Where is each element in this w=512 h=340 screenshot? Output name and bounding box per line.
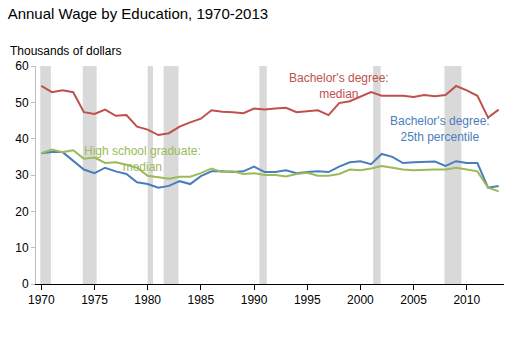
svg-text:2000: 2000: [347, 293, 374, 307]
svg-text:2005: 2005: [400, 293, 427, 307]
svg-text:1995: 1995: [294, 293, 321, 307]
svg-text:30: 30: [15, 168, 29, 182]
svg-text:40: 40: [15, 132, 29, 146]
svg-text:1970: 1970: [28, 293, 55, 307]
svg-text:Bachelor's degree:median: Bachelor's degree:median: [289, 71, 389, 101]
svg-text:Thousands of dollars: Thousands of dollars: [10, 44, 121, 58]
svg-text:10: 10: [15, 241, 29, 255]
svg-text:Bachelor's degree:25th percent: Bachelor's degree:25th percentile: [390, 114, 490, 144]
svg-text:20: 20: [15, 205, 29, 219]
svg-text:1990: 1990: [241, 293, 268, 307]
svg-text:Annual Wage by Education, 1970: Annual Wage by Education, 1970-2013: [8, 5, 268, 22]
svg-text:High school graduate:median: High school graduate:median: [84, 144, 201, 174]
svg-text:2010: 2010: [453, 293, 480, 307]
svg-text:1975: 1975: [81, 293, 108, 307]
svg-text:1980: 1980: [134, 293, 161, 307]
svg-text:1985: 1985: [188, 293, 215, 307]
svg-text:60: 60: [15, 59, 29, 73]
svg-text:0: 0: [22, 277, 29, 291]
svg-text:50: 50: [15, 96, 29, 110]
